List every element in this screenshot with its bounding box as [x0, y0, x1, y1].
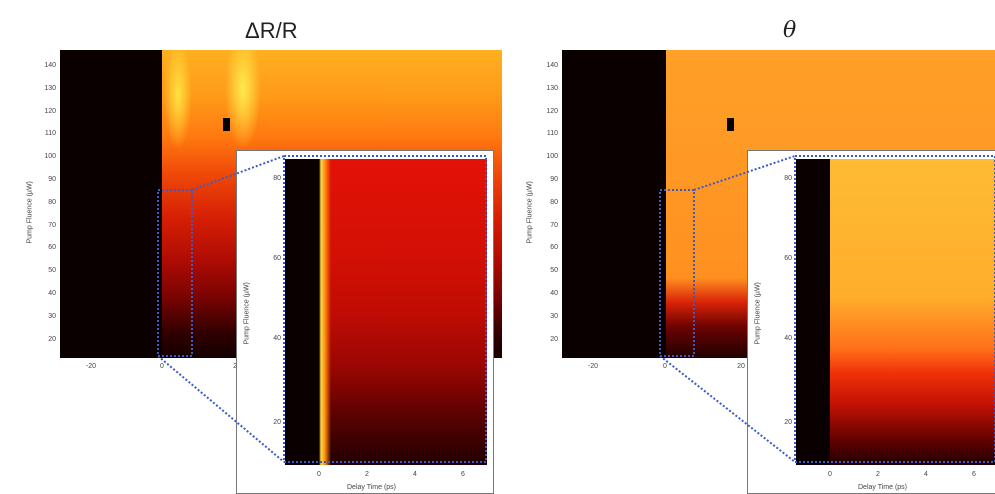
inset-x-tick-label: 6 — [972, 471, 976, 478]
y-tick-label: 50 — [550, 267, 558, 275]
inset-y-tick-label: 20 — [784, 419, 792, 426]
y-tick-label: 40 — [48, 290, 56, 297]
inset-y-tick-label: 20 — [273, 419, 281, 426]
y-tick-label: 120 — [546, 107, 558, 115]
inset-x-tick-label: 2 — [876, 471, 880, 478]
x-tick-label: -20 — [587, 363, 599, 370]
y-tick-label: 70 — [550, 221, 558, 229]
inset-y-tick-label: 60 — [273, 255, 281, 262]
y-tick-label: 80 — [48, 198, 56, 206]
y-tick-label: 130 — [44, 84, 56, 92]
inset-heatmap — [285, 159, 487, 465]
y-tick-label: 110 — [546, 130, 558, 138]
inset-y-tick-label: 60 — [784, 255, 792, 262]
inset-x-tick-label: 4 — [924, 471, 928, 478]
inset-x-axis-label: Delay Time (ps) — [858, 484, 908, 491]
chart-title: θ — [783, 18, 797, 43]
reference-marker — [727, 118, 734, 131]
inset-x-tick-label: 2 — [365, 471, 369, 478]
y-tick-label: 20 — [48, 335, 56, 343]
y-tick-label: 70 — [48, 221, 56, 229]
y-tick-label: 30 — [48, 312, 56, 320]
y-axis-label: Pump Fluence (µW) — [26, 181, 34, 244]
inset-x-tick-label: 0 — [828, 471, 832, 478]
y-tick-label: 20 — [550, 335, 558, 343]
y-tick-label: 60 — [48, 244, 56, 252]
inset-y-tick-label: 80 — [784, 175, 792, 182]
x-tick-label: 0 — [663, 363, 667, 370]
reference-marker — [223, 118, 230, 131]
inset-y-tick-label: 40 — [784, 335, 792, 342]
y-tick-label: 50 — [48, 267, 56, 275]
inset-x-axis-label: Delay Time (ps) — [347, 484, 397, 491]
inset-y-axis-label: Pump Fluence (µW) — [754, 282, 762, 345]
y-tick-label: 40 — [550, 290, 558, 297]
inset-x-tick-label: 0 — [317, 471, 321, 478]
y-tick-label: 90 — [48, 176, 56, 183]
y-axis-label: Pump Fluence (µW) — [526, 181, 534, 244]
inset-x-tick-label: 4 — [413, 471, 417, 478]
y-tick-label: 30 — [550, 312, 558, 320]
y-tick-label: 120 — [44, 107, 56, 115]
y-tick-label: 60 — [550, 244, 558, 252]
y-tick-label: 80 — [550, 198, 558, 206]
y-tick-label: 100 — [44, 153, 56, 161]
x-tick-label: -20 — [85, 363, 97, 370]
y-tick-label: 130 — [546, 84, 558, 92]
y-tick-label: 140 — [44, 62, 56, 69]
inset-heatmap — [796, 159, 995, 465]
x-tick-label: 20 — [737, 363, 745, 370]
y-tick-label: 110 — [44, 130, 56, 138]
inset-x-tick-label: 6 — [461, 471, 465, 478]
y-tick-label: 100 — [546, 153, 558, 161]
y-tick-label: 140 — [546, 62, 558, 69]
inset-zoom-panel: Pump Fluence (µW) Delay Time (ps) 80 60 40… — [236, 150, 494, 494]
inset-y-axis-label: Pump Fluence (µW) — [243, 282, 251, 345]
chart-title: ΔR/R — [245, 18, 298, 43]
inset-y-tick-label: 80 — [273, 175, 281, 182]
inset-zoom-panel: Pump Fluence (µW) Delay Time (ps) 80 60 40… — [747, 150, 995, 494]
y-tick-label: 90 — [550, 176, 558, 183]
inset-y-tick-label: 40 — [273, 335, 281, 342]
x-tick-label: 0 — [160, 363, 164, 370]
